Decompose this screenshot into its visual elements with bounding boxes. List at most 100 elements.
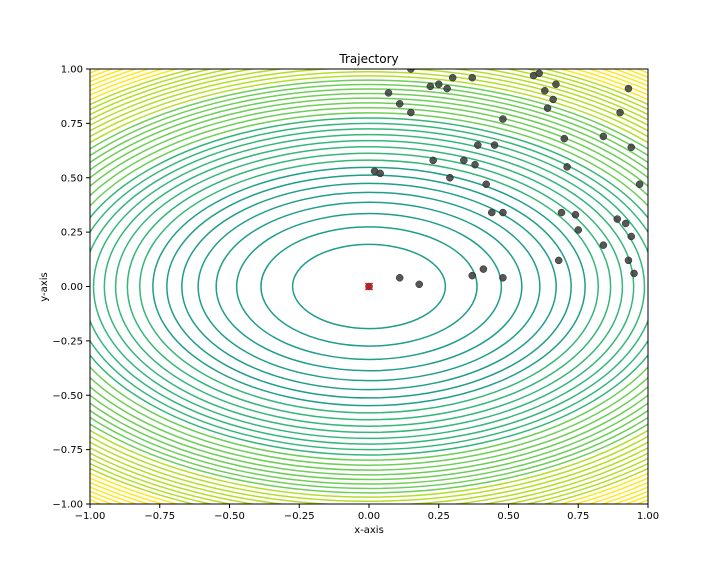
contour-line: [260, 226, 478, 347]
x-axis-ticks: −1.00 −0.75 −0.50 −0.25 0.00 0.25 0.50 0.75 1.00: [75, 504, 659, 522]
contour-line: [139, 159, 599, 414]
contour-line: [90, 92, 648, 481]
data-point: [468, 73, 476, 82]
contour-line: [215, 201, 523, 372]
x-tick-label: 0.00: [358, 511, 380, 522]
contour-line: [90, 88, 648, 485]
contour-line: [235, 212, 503, 361]
contour-line: [90, 97, 648, 476]
y-axis-label: y-axis: [39, 272, 50, 301]
y-tick-label: 1.00: [61, 65, 83, 76]
data-point: [624, 84, 633, 93]
x-tick-label: 0.75: [567, 511, 589, 522]
data-point: [460, 156, 468, 165]
data-point: [616, 108, 624, 117]
data-point: [426, 82, 435, 91]
optimum-x-mark: [364, 282, 374, 291]
data-point: [490, 141, 499, 149]
contour-line: [126, 152, 612, 421]
contour-line: [90, 102, 648, 471]
contour-line: [92, 133, 646, 440]
data-point: [549, 95, 557, 104]
data-point: [621, 219, 630, 228]
data-point: [630, 269, 638, 278]
contour-line: [114, 146, 624, 427]
data-point: [468, 271, 476, 280]
data-point: [395, 100, 404, 108]
data-point: [479, 265, 488, 273]
contour-line: [90, 112, 648, 461]
contour-line: [181, 182, 557, 391]
y-tick-label: 0.75: [61, 119, 83, 130]
data-point: [552, 80, 560, 88]
data-point: [443, 84, 451, 93]
data-point: [574, 226, 582, 234]
data-point: [599, 241, 608, 249]
y-tick-label: −0.50: [52, 391, 83, 402]
data-point: [407, 69, 415, 73]
contour-line: [90, 79, 648, 494]
chart-title: Trajectory: [338, 52, 398, 66]
contour-line: [90, 128, 648, 445]
data-point: [407, 108, 415, 117]
data-point: [543, 104, 552, 112]
data-point: [446, 174, 454, 182]
x-tick-label: −1.00: [75, 511, 106, 522]
contour-line: [291, 243, 447, 330]
contour-line: [166, 174, 572, 399]
contour-line: [90, 71, 648, 502]
data-point: [554, 256, 563, 265]
data-point: [499, 274, 507, 282]
x-tick-label: 0.25: [428, 511, 450, 522]
data-point: [415, 280, 423, 289]
data-point: [471, 160, 479, 169]
y-tick-label: 0.50: [61, 173, 83, 184]
x-tick-label: 1.00: [637, 511, 659, 522]
data-point: [429, 156, 437, 165]
data-point: [395, 274, 404, 282]
data-point: [613, 215, 622, 223]
data-point: [499, 208, 507, 217]
data-point: [599, 132, 608, 141]
contour-line: [90, 75, 648, 498]
x-tick-label: −0.25: [284, 511, 315, 522]
contour-lines: [90, 69, 648, 504]
data-point: [563, 163, 571, 171]
data-point: [627, 232, 636, 241]
x-tick-label: 0.50: [497, 511, 519, 522]
data-point: [474, 141, 482, 149]
data-point: [482, 180, 490, 189]
data-point: [557, 208, 566, 217]
data-point: [448, 73, 457, 82]
data-point: [435, 80, 443, 88]
contour-line: [90, 122, 648, 451]
y-tick-label: −1.00: [52, 500, 83, 511]
contour-line: [103, 139, 635, 434]
data-point: [571, 210, 580, 219]
contour-line: [90, 107, 648, 466]
contour-line: [197, 191, 541, 382]
data-point: [376, 169, 384, 178]
data-point: [560, 134, 569, 143]
contour-line: [90, 117, 648, 456]
data-point: [541, 87, 549, 95]
y-axis-ticks: −1.00 −0.75 −0.50 −0.25 0.00 0.25 0.50 0.75 1.00: [52, 65, 90, 511]
trajectory-points: [365, 69, 644, 291]
contour-line: [152, 166, 586, 407]
data-point: [635, 180, 644, 189]
y-tick-label: 0.25: [61, 228, 83, 239]
contour-line: [90, 83, 648, 490]
x-tick-label: −0.50: [214, 511, 245, 522]
x-tick-label: −0.75: [144, 511, 175, 522]
data-point: [384, 89, 393, 97]
data-point: [624, 256, 633, 265]
optimum-marker: [364, 282, 374, 291]
data-point: [499, 115, 507, 123]
x-axis-label: x-axis: [354, 525, 384, 536]
data-point: [627, 143, 636, 152]
y-tick-label: 0.00: [61, 282, 83, 293]
y-tick-label: −0.75: [52, 445, 83, 456]
data-point: [488, 208, 496, 217]
y-tick-label: −0.25: [52, 336, 83, 347]
